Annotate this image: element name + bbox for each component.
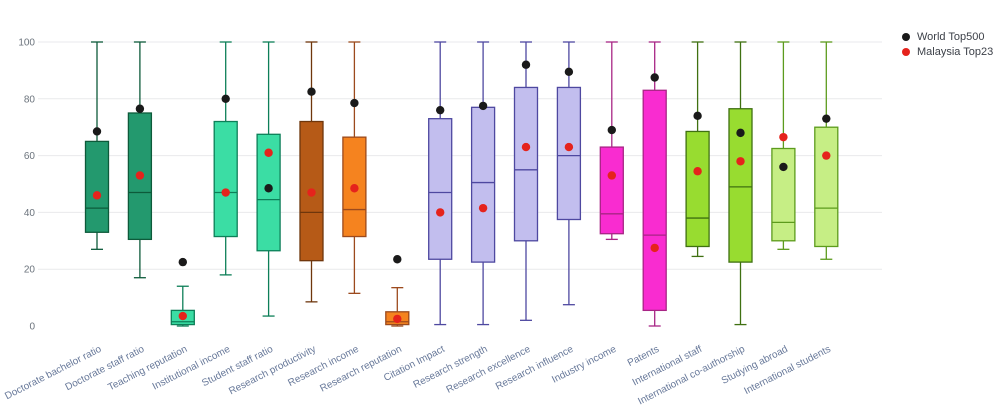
malaysia-top23-dot: [564, 142, 574, 152]
world-top500-dot: [436, 105, 445, 115]
legend-item-world-top500[interactable]: World Top500: [902, 31, 993, 43]
box: [685, 130, 710, 248]
malaysia-top23-dot: [736, 157, 745, 166]
y-tick-label: 60: [24, 151, 36, 162]
world-top500-dot: [221, 94, 230, 104]
legend-label-world-top500: World Top500: [917, 31, 985, 43]
box: [84, 140, 110, 233]
x-tick-label: Institutional income: [151, 344, 233, 393]
y-tick-label: 80: [24, 94, 36, 105]
world-top500-dot: [564, 67, 574, 77]
malaysia-top23-dot: [607, 171, 616, 180]
malaysia-top23-dot: [92, 191, 102, 200]
malaysia-top23-dot: [135, 171, 145, 180]
world-top500-dot: [478, 101, 488, 111]
malaysia-top23-dot: [650, 243, 659, 253]
malaysia-top23-dot: [521, 142, 531, 152]
box: [771, 147, 796, 242]
malaysia-top23-marker-icon: [902, 48, 910, 56]
box: [814, 126, 839, 248]
world-top500-dot: [736, 128, 745, 138]
box: [642, 89, 667, 312]
world-top500-dot: [393, 255, 402, 264]
y-tick-label: 100: [18, 38, 35, 49]
world-top500-dot: [92, 127, 102, 136]
world-top500-dot: [822, 114, 831, 123]
box: [728, 108, 753, 263]
box: [513, 86, 539, 242]
malaysia-top23-dot: [693, 167, 702, 176]
legend: World Top500 Malaysia Top23: [902, 31, 993, 58]
malaysia-top23-dot: [264, 148, 273, 157]
box: [256, 133, 281, 252]
malaysia-top23-dot: [393, 314, 402, 324]
world-top500-dot: [135, 104, 145, 113]
world-top500-marker-icon: [902, 33, 910, 41]
world-top500-dot: [650, 73, 659, 82]
malaysia-top23-dot: [178, 311, 187, 321]
box: [599, 146, 624, 235]
malaysia-top23-dot: [221, 188, 230, 197]
legend-item-malaysia-top23[interactable]: Malaysia Top23: [902, 46, 993, 58]
box: [556, 86, 582, 221]
malaysia-top23-dot: [350, 184, 359, 193]
world-top500-dot: [693, 111, 702, 121]
box: [428, 118, 453, 260]
world-top500-dot: [178, 257, 187, 267]
malaysia-top23-dot: [307, 188, 316, 197]
y-tick-label: 0: [29, 322, 35, 333]
box: [470, 106, 496, 263]
y-tick-label: 40: [24, 208, 36, 219]
world-top500-dot: [264, 184, 273, 193]
world-top500-dot: [521, 60, 531, 69]
x-tick-label: Research influence: [494, 344, 576, 393]
world-top500-dot: [307, 87, 316, 96]
malaysia-top23-dot: [822, 151, 831, 160]
world-top500-dot: [607, 125, 616, 135]
legend-label-malaysia-top23: Malaysia Top23: [917, 46, 994, 58]
malaysia-top23-dot: [436, 208, 445, 217]
y-tick-label: 20: [24, 265, 36, 276]
malaysia-top23-dot: [478, 203, 488, 213]
world-top500-dot: [350, 98, 359, 108]
world-top500-dot: [779, 162, 788, 172]
box: [213, 120, 238, 238]
malaysia-top23-dot: [779, 132, 788, 142]
